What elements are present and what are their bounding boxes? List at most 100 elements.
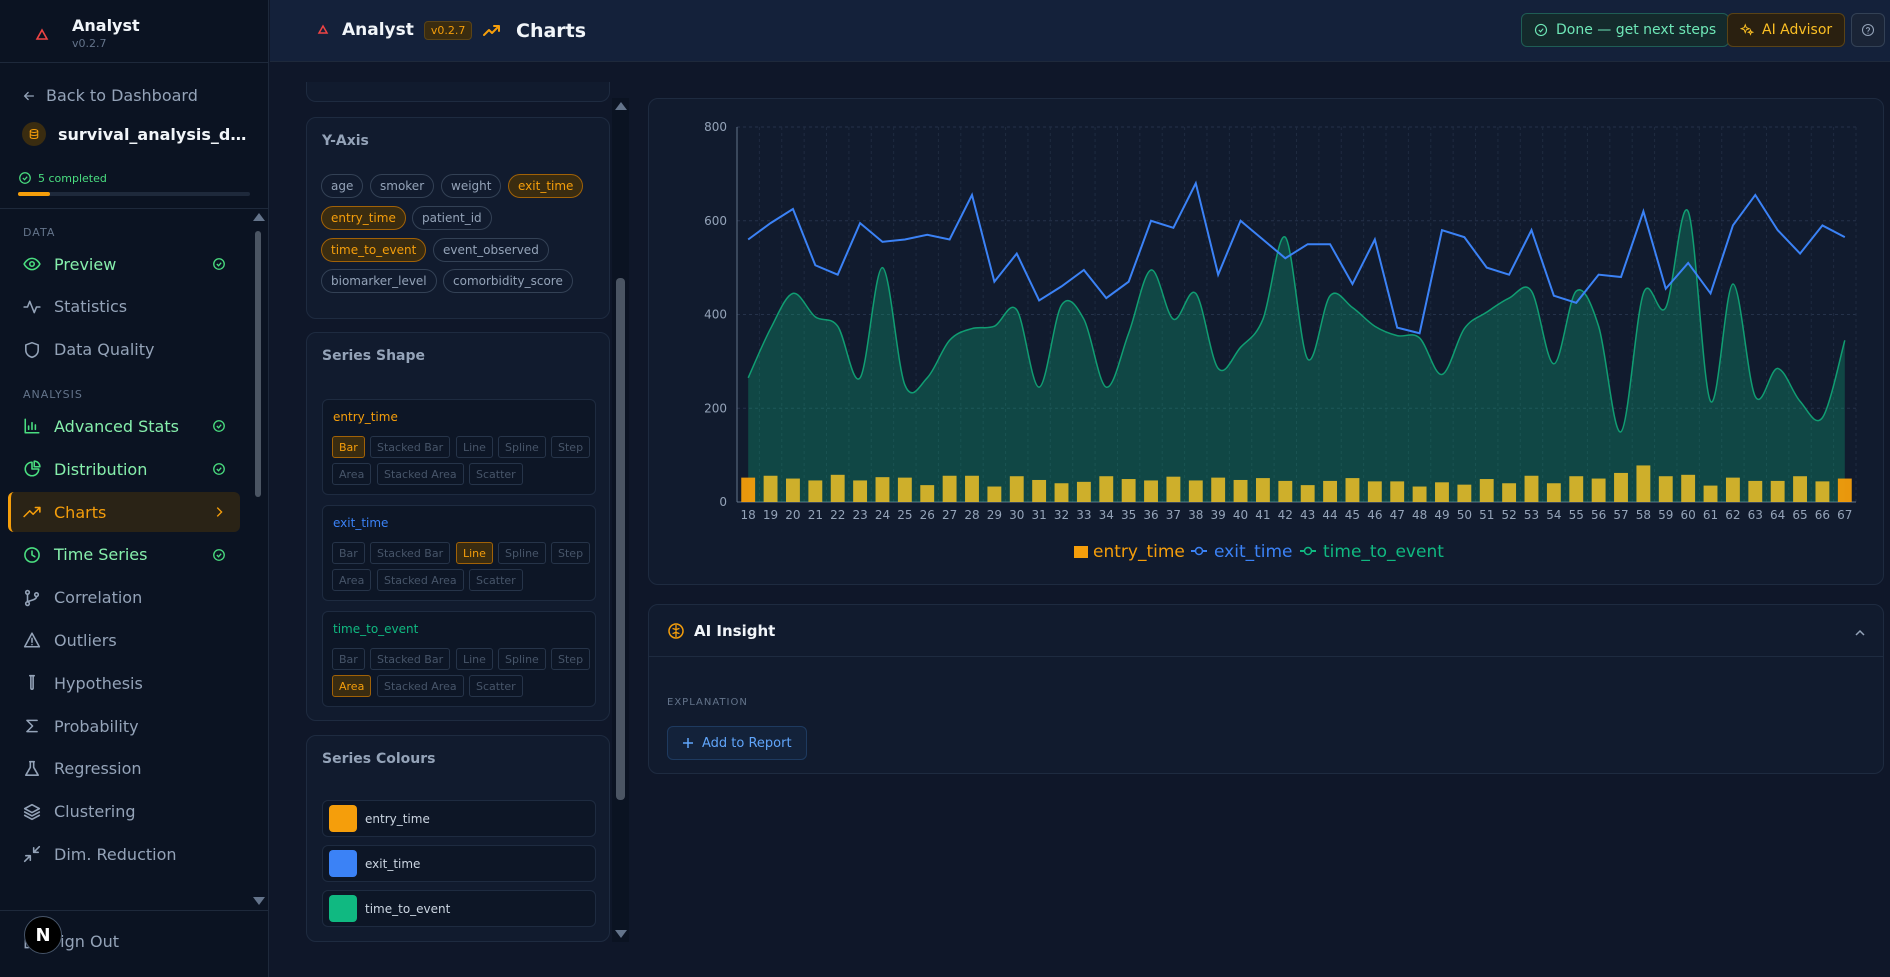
back-to-dashboard-link[interactable]: Back to Dashboard [22, 86, 198, 105]
series-colours-panel: Series Colours entry_time exit_time time_t… [306, 735, 610, 942]
shape-option-bar[interactable]: Bar [332, 436, 365, 458]
help-button[interactable] [1851, 13, 1885, 47]
y-axis-chip-age[interactable]: age [321, 174, 364, 198]
shape-option-scatter[interactable]: Scatter [469, 675, 523, 697]
sidebar-item-statistics[interactable]: Statistics [8, 287, 240, 327]
x-tick-label: 48 [1412, 508, 1427, 522]
add-to-report-button[interactable]: Add to Report [667, 726, 807, 760]
y-axis-chip-comorbidity-score[interactable]: comorbidity_score [443, 269, 573, 293]
shape-option-line[interactable]: Line [456, 542, 493, 564]
bar-entry_time [1502, 483, 1517, 502]
y-axis-chip-event-observed[interactable]: event_observed [433, 238, 549, 262]
shape-option-spline[interactable]: Spline [498, 542, 546, 564]
done-next-steps-button[interactable]: Done — get next steps [1521, 13, 1730, 47]
x-tick-label: 33 [1076, 508, 1091, 522]
x-tick-label: 55 [1569, 508, 1584, 522]
series-shape-card-entry-time: entry_time Bar Stacked Bar Line Spline Step Ar… [322, 399, 596, 495]
shape-option-line[interactable]: Line [456, 648, 493, 670]
sidebar-item-clustering[interactable]: Clustering [8, 792, 240, 832]
scroll-up-icon[interactable] [253, 213, 265, 221]
shape-option-area[interactable]: Area [332, 675, 372, 697]
shape-option-spline[interactable]: Spline [498, 436, 546, 458]
shape-option-step[interactable]: Step [551, 542, 591, 564]
sidebar-item-correlation[interactable]: Correlation [8, 578, 240, 618]
explanation-label: EXPLANATION [667, 697, 748, 708]
x-tick-label: 18 [741, 508, 756, 522]
chevron-up-icon[interactable] [1853, 625, 1867, 639]
x-tick-label: 64 [1770, 508, 1785, 522]
shape-option-bar[interactable]: Bar [332, 542, 365, 564]
scroll-up-icon[interactable] [615, 102, 627, 110]
shape-option-scatter[interactable]: Scatter [469, 463, 523, 485]
dataset-name: survival_analysis_data… [58, 124, 248, 144]
scroll-down-icon[interactable] [615, 930, 627, 938]
legend-marker-time_to_event [1303, 546, 1313, 556]
colour-swatch[interactable] [329, 895, 357, 922]
shape-option-area[interactable]: Area [332, 569, 372, 591]
colour-swatch[interactable] [329, 850, 357, 877]
shape-option-line[interactable]: Line [456, 436, 493, 458]
bar-entry_time [1166, 476, 1181, 502]
scrollbar-thumb[interactable] [255, 231, 261, 497]
colour-row-entry-time[interactable]: entry_time [322, 800, 596, 837]
shape-option-stacked-area[interactable]: Stacked Area [377, 675, 464, 697]
y-axis-chip-patient-id[interactable]: patient_id [412, 206, 492, 230]
shape-option-stacked-area[interactable]: Stacked Area [377, 463, 464, 485]
sidebar-item-time-series[interactable]: Time Series [8, 535, 240, 575]
shape-option-bar[interactable]: Bar [332, 648, 365, 670]
trending-up-icon [23, 503, 41, 521]
chart: 0 200 400 600 800 18 19 20 21 22 23 24 25 26 27 28 29 30 3… [704, 120, 1857, 562]
sidebar-item-distribution[interactable]: Distribution [8, 449, 240, 489]
sidebar-item-outliers[interactable]: Outliers [8, 620, 240, 660]
app-version: v0.2.7 [72, 37, 107, 50]
dataset-selector[interactable]: survival_analysis_data… [22, 122, 248, 146]
bar-entry_time [1121, 479, 1136, 502]
shape-option-stacked-bar[interactable]: Stacked Bar [370, 648, 451, 670]
sidebar-item-label: Outliers [54, 630, 117, 650]
y-axis-chip-exit-time[interactable]: exit_time [508, 174, 584, 198]
scrollbar-thumb[interactable] [616, 278, 625, 800]
ai-advisor-button[interactable]: AI Advisor [1727, 13, 1846, 47]
user-avatar[interactable]: N [24, 916, 62, 954]
config-scrollbar[interactable] [612, 98, 629, 942]
y-axis-chip-entry-time[interactable]: entry_time [321, 206, 406, 230]
x-tick-label: 63 [1748, 508, 1763, 522]
sidebar-item-label: Distribution [54, 459, 148, 479]
shape-option-step[interactable]: Step [551, 648, 591, 670]
y-axis-chip-smoker[interactable]: smoker [370, 174, 435, 198]
colour-swatch[interactable] [329, 805, 357, 832]
scroll-down-icon[interactable] [253, 897, 265, 905]
shape-option-stacked-bar[interactable]: Stacked Bar [370, 542, 451, 564]
colour-row-time-to-event[interactable]: time_to_event [322, 890, 596, 927]
y-axis-chip-weight[interactable]: weight [441, 174, 502, 198]
x-tick-label: 51 [1479, 508, 1494, 522]
shape-option-spline[interactable]: Spline [498, 648, 546, 670]
sidebar-item-dim-reduction[interactable]: Dim. Reduction [8, 834, 240, 874]
bar-entry_time [1188, 480, 1203, 502]
sidebar-item-probability[interactable]: Probability [8, 706, 240, 746]
x-tick-label: 23 [852, 508, 867, 522]
shape-option-scatter[interactable]: Scatter [469, 569, 523, 591]
sidebar-item-data-quality[interactable]: Data Quality [8, 330, 240, 370]
colour-row-exit-time[interactable]: exit_time [322, 845, 596, 882]
bar-entry_time [1054, 483, 1069, 502]
sidebar-item-charts[interactable]: Charts [8, 492, 240, 532]
series-name: time_to_event [333, 622, 419, 636]
x-tick-label: 39 [1211, 508, 1226, 522]
page-title-text: Charts [516, 20, 587, 42]
sidebar-item-preview[interactable]: Preview [8, 244, 240, 284]
check-circle-icon [18, 171, 32, 185]
x-tick-label: 43 [1300, 508, 1315, 522]
ai-insight-header[interactable]: AI Insight [649, 605, 1883, 657]
shape-option-area[interactable]: Area [332, 463, 372, 485]
shape-option-stacked-area[interactable]: Stacked Area [377, 569, 464, 591]
y-axis-chip-time-to-event[interactable]: time_to_event [321, 238, 427, 262]
sidebar-scrollbar[interactable] [251, 209, 265, 909]
shape-option-step[interactable]: Step [551, 436, 591, 458]
y-axis-chip-biomarker-level[interactable]: biomarker_level [321, 269, 437, 293]
progress-bar [18, 192, 250, 196]
sidebar-item-hypothesis[interactable]: Hypothesis [8, 663, 240, 703]
sidebar-item-advanced-stats[interactable]: Advanced Stats [8, 406, 240, 446]
sidebar-item-regression[interactable]: Regression [8, 749, 240, 789]
shape-option-stacked-bar[interactable]: Stacked Bar [370, 436, 451, 458]
